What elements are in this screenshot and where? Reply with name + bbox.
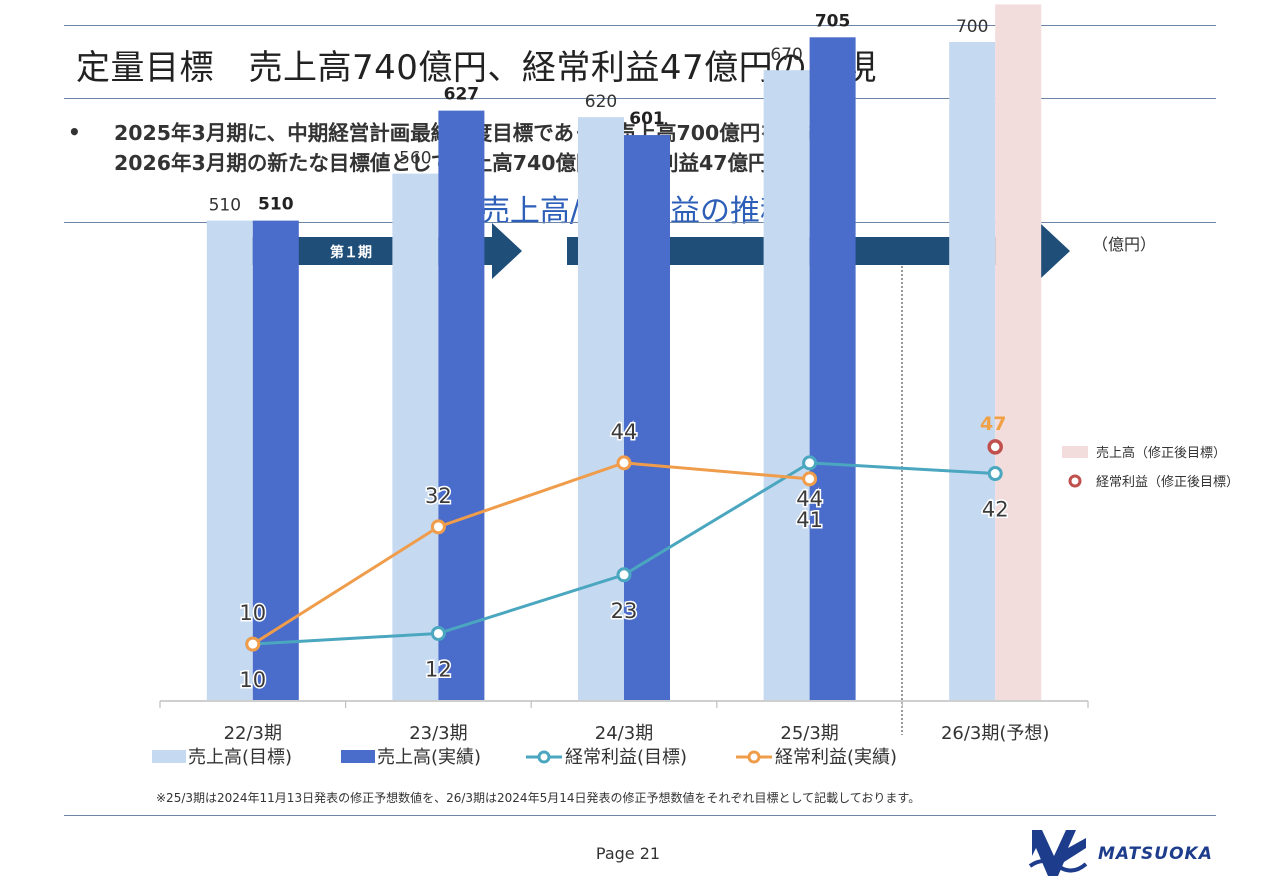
legend-marker-profit-revised — [1068, 474, 1082, 488]
label-sales-actual: 510 — [258, 195, 294, 215]
legend-marker-profit-actual — [747, 750, 761, 764]
label-sales-actual: 705 — [815, 11, 851, 31]
legend-swatch-sales-target — [152, 750, 186, 763]
label-sales-target: 700 — [956, 17, 988, 37]
legend-swatch-sales-revised — [1062, 446, 1088, 458]
point-profit-target — [430, 625, 446, 641]
matsuoka-logo-icon — [1028, 830, 1088, 876]
legend-label-sales-actual: 売上高(実績) — [377, 747, 481, 768]
label-sales-actual: 601 — [629, 109, 665, 129]
footer-divider — [64, 815, 1216, 816]
point-profit-revised-target — [987, 439, 1003, 455]
x-tick-label: 22/3期 — [224, 723, 282, 744]
bar-sales-actual — [624, 135, 670, 700]
point-profit-actual — [245, 636, 261, 652]
label-profit-target: 42 — [982, 498, 1009, 522]
bar-sales-actual — [809, 37, 856, 701]
point-profit-target — [987, 466, 1003, 482]
label-profit-target: 12 — [425, 657, 452, 681]
label-profit-actual: 41 — [796, 508, 823, 532]
legend-marker-profit-target — [537, 750, 551, 764]
bar-sales-target — [392, 173, 439, 701]
label-profit-revised-target: 47 — [980, 413, 1006, 435]
brand-name: MATSUOKA — [1098, 844, 1213, 864]
point-profit-actual — [430, 519, 446, 535]
sales-profit-chart: 第１期第２期（億円）22/3期23/3期24/3期25/3期26/3期(予想)5… — [152, 4, 1239, 768]
line-profit-actual — [251, 461, 810, 646]
point-profit-target — [616, 567, 632, 583]
x-tick-label: 24/3期 — [595, 723, 653, 744]
legend-label-sales-revised: 売上高（修正後目標） — [1096, 445, 1226, 461]
label-profit-actual: 44 — [611, 420, 638, 444]
legend-label-profit-target: 経常利益(目標) — [565, 747, 687, 768]
point-profit-target — [802, 455, 818, 471]
label-profit-target: 44 — [796, 487, 823, 511]
bar-sales-actual — [438, 110, 485, 701]
legend-label-profit-revised: 経常利益（修正後目標） — [1096, 475, 1239, 490]
legend-label-sales-target: 売上高(目標) — [188, 747, 292, 768]
label-sales-target: 560 — [399, 149, 431, 169]
label-profit-target: 10 — [239, 668, 266, 692]
label-sales-target: 670 — [770, 45, 802, 65]
label-sales-target: 510 — [209, 196, 241, 216]
label-profit-actual: 32 — [425, 484, 452, 508]
label-profit-actual: 10 — [239, 601, 266, 625]
label-sales-target: 620 — [585, 92, 617, 112]
bullet-marker: • — [68, 120, 81, 144]
bar-sales-revised-target — [995, 4, 1042, 700]
legend-label-profit-actual: 経常利益(実績) — [775, 747, 897, 768]
label-sales-actual: 627 — [444, 85, 480, 105]
title-divider — [64, 98, 1216, 99]
point-profit-actual — [802, 471, 818, 487]
unit-label: （億円） — [1092, 235, 1156, 254]
footnote: ※25/3期は2024年11月13日発表の修正予想数値を、26/3期は2024年… — [156, 791, 921, 805]
bar-sales-target — [949, 42, 996, 700]
bar-sales-target — [578, 117, 624, 700]
page-number: Page 21 — [595, 844, 661, 863]
bar-sales-target — [763, 70, 810, 700]
bar-sales-target — [206, 220, 253, 700]
top-divider — [64, 25, 1216, 26]
page-title: 定量目標 売上高740億円、経常利益47億円の実現 — [76, 48, 877, 88]
label-profit-target: 23 — [611, 599, 638, 623]
legend-swatch-sales-actual — [341, 750, 375, 763]
point-profit-actual — [616, 455, 632, 471]
x-tick-label: 26/3期(予想) — [941, 723, 1049, 744]
period-1-arrow-label: 第１期 — [330, 244, 372, 261]
x-tick-label: 23/3期 — [409, 723, 467, 744]
x-tick-label: 25/3期 — [780, 723, 838, 744]
